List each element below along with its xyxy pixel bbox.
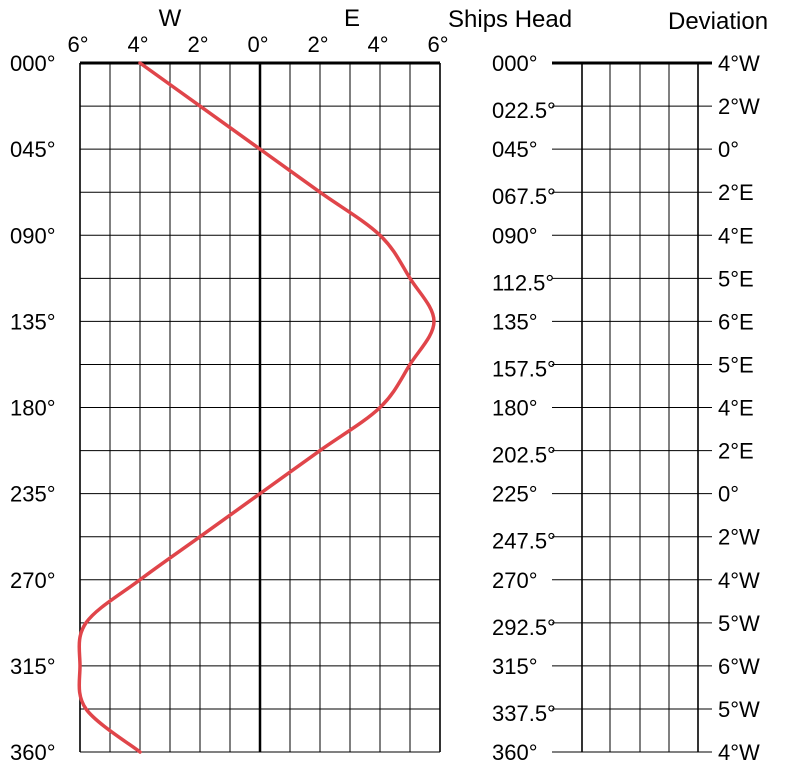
deviation-label: 4°W <box>718 568 760 593</box>
ships-head-label: 315° <box>492 654 538 679</box>
deviation-label: 6°W <box>718 654 760 679</box>
ships-head-label: 292.5° <box>492 615 556 640</box>
x-tick-label: 6° <box>67 32 88 57</box>
ships-head-label: 067.5° <box>492 184 556 209</box>
y-tick-label: 090° <box>10 223 56 248</box>
west-direction-label: W <box>159 5 182 32</box>
deviation-label: 0° <box>718 482 739 507</box>
deviation-label: 4°E <box>718 223 754 248</box>
deviation-table: Ships Head Deviation 000° 4°W 022.5° 2°W 045… <box>448 6 768 765</box>
x-tick-label: 2° <box>187 32 208 57</box>
ships-head-label: 112.5° <box>492 270 554 295</box>
y-tick-label: 045° <box>10 137 56 162</box>
east-direction-label: E <box>344 5 360 32</box>
ships-head-label: 000° <box>492 51 538 76</box>
y-tick-label: 270° <box>10 568 56 593</box>
x-tick-label: 4° <box>367 32 388 57</box>
x-tick-label: 4° <box>127 32 148 57</box>
deviation-title: Deviation <box>668 8 768 35</box>
x-tick-label: 0° <box>247 32 268 57</box>
ships-head-label: 180° <box>492 396 538 421</box>
ships-head-label: 090° <box>492 223 538 248</box>
y-tick-label: 000° <box>10 51 56 76</box>
deviation-label: 5°W <box>718 697 760 722</box>
ships-head-label: 022.5° <box>492 98 556 123</box>
ships-head-label: 360° <box>492 740 538 765</box>
x-tick-label: 2° <box>307 32 328 57</box>
deviation-label: 4°E <box>718 396 754 421</box>
deviation-label: 4°W <box>718 51 760 76</box>
plot-labels: W E 6° 4° 2° 0° 2° 4° 6° 000° 045° 090° 135° 180° 23… <box>10 5 449 765</box>
y-tick-label: 180° <box>10 396 56 421</box>
deviation-curve-layer <box>77 61 436 754</box>
ships-head-label: 247.5° <box>492 529 556 554</box>
deviation-label: 0° <box>718 137 739 162</box>
ships-head-label: 202.5° <box>492 443 556 468</box>
plot-grid <box>79 61 441 753</box>
ships-head-title: Ships Head <box>448 6 572 33</box>
ships-head-label: 157.5° <box>492 356 556 381</box>
ships-head-label: 270° <box>492 568 538 593</box>
deviation-label: 5°W <box>718 611 760 636</box>
deviation-label: 2°W <box>718 525 760 550</box>
deviation-label: 2°E <box>718 180 754 205</box>
deviation-label: 2°E <box>718 439 754 464</box>
ships-head-label: 045° <box>492 137 538 162</box>
ships-head-label: 225° <box>492 482 538 507</box>
x-tick-label: 6° <box>427 32 448 57</box>
deviation-label: 2°W <box>718 94 760 119</box>
ships-head-label: 337.5° <box>492 701 556 726</box>
y-tick-label: 135° <box>10 309 56 334</box>
ships-head-label: 135° <box>492 309 538 334</box>
deviation-label: 5°E <box>718 266 754 291</box>
deviation-label: 5°E <box>718 352 754 377</box>
y-tick-label: 235° <box>10 482 56 507</box>
deviation-label: 4°W <box>718 740 760 765</box>
deviation-label: 6°E <box>718 309 754 334</box>
deviation-curve <box>77 61 436 754</box>
y-tick-label: 360° <box>10 740 56 765</box>
y-tick-label: 315° <box>10 654 56 679</box>
